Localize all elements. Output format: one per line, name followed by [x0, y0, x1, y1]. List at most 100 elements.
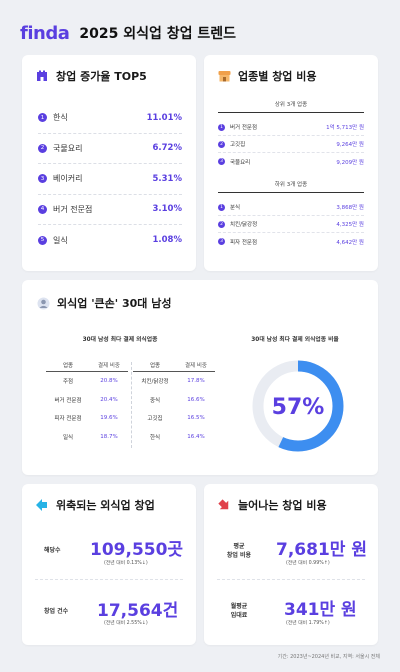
rank-badge: 3 [218, 238, 225, 245]
shrink-title-text: 위축되는 외식업 창업 [56, 499, 155, 512]
cell-value: 16.6% [187, 396, 205, 403]
list-item: 1 한식 11.01% [38, 103, 182, 134]
rank-badge: 2 [218, 220, 225, 228]
cell-name: 주점 [62, 379, 74, 386]
cell-value: 20.4% [100, 396, 118, 403]
list-item: 1 분식 3,868만 원 [218, 199, 364, 216]
shrink-card-title: 위축되는 외식업 창업 [35, 497, 155, 513]
top5-card: 창업 증가율 TOP5 1 한식 11.01% 2 국물요리 6.72% 3 베이커리 5.… [22, 55, 196, 271]
table-row: 일식 18.7% [46, 428, 128, 447]
stat-note: (전년 대비 1.79%↑) [286, 621, 330, 626]
cell-value: 19.6% [100, 415, 118, 422]
stat-label: 해당수 [44, 547, 61, 554]
top5-card-title: 창업 증가율 TOP5 [35, 68, 147, 84]
item-name: 일식 [53, 235, 68, 245]
stat-value: 341만 원 [284, 600, 357, 620]
item-name: 고깃집 [230, 142, 246, 148]
cost-card-title: 업종별 창업 비용 [217, 68, 317, 84]
list-item: 3 국물요리 9,209만 원 [218, 153, 364, 170]
item-name: 국물요리 [230, 159, 251, 166]
stat-note: (전년 대비 0.99%↑) [286, 561, 330, 566]
arrow-down-left-icon [35, 498, 49, 512]
col-type: 업종 [62, 362, 74, 369]
men30-title-text: 외식업 '큰손' 30대 남성 [57, 297, 172, 310]
item-value: 4,325만 원 [336, 222, 364, 228]
top5-list: 1 한식 11.01% 2 국물요리 6.72% 3 베이커리 5.31% 4 버거 전문점 3… [38, 103, 182, 256]
cell-name: 버거 전문점 [54, 397, 82, 404]
cell-value: 16.4% [187, 433, 205, 440]
stat-value: 7,681만 원 [276, 540, 367, 560]
cell-name: 일식 [62, 434, 74, 441]
list-item: 5 일식 1.08% [38, 225, 182, 256]
stat-label-line2: 창업 비용 [226, 552, 252, 559]
cell-value: 16.5% [187, 415, 205, 422]
table-divider [131, 362, 132, 448]
item-value: 1억 5,713만 원 [326, 125, 364, 131]
table-row: 치킨/닭강정 17.8% [133, 372, 215, 391]
grow-card: 늘어나는 창업 비용 평균 창업 비용 7,681만 원 (전년 대비 0.99… [204, 484, 378, 645]
arrow-up-right-icon [217, 498, 231, 512]
stat-divider [217, 579, 365, 580]
grow-card-title: 늘어나는 창업 비용 [217, 497, 327, 513]
grow-title-text: 늘어나는 창업 비용 [238, 499, 327, 512]
men30-table-right: 업종 결제 비중 치킨/닭강정 17.8% 중식 16.6% 고깃집 16.5% 한식 1… [133, 358, 215, 446]
men30-table-left: 업종 결제 비중 주점 20.8% 버거 전문점 20.4% 피자 전문점 19.6% … [46, 358, 128, 446]
bottom3-label: 하위 3개 업종 [218, 180, 364, 193]
stat-label: 월평균 임대료 [224, 601, 254, 619]
cell-name: 치킨/닭강정 [141, 379, 169, 386]
cost-title-text: 업종별 창업 비용 [238, 70, 317, 83]
cell-name: 중식 [149, 397, 161, 404]
stat-note: (전년 대비 2.55%↓) [104, 621, 148, 626]
item-value: 5.31% [152, 173, 183, 184]
cell-name: 피자 전문점 [54, 416, 82, 423]
rank-badge: 4 [38, 204, 47, 214]
list-item: 3 베이커리 5.31% [38, 164, 182, 195]
rank-badge: 5 [38, 235, 47, 245]
item-name: 한식 [53, 113, 68, 123]
men30-donut-title: 30대 남성 최다 결제 외식업종 비율 [251, 337, 339, 343]
building-icon [35, 69, 49, 83]
shrink-card: 위축되는 외식업 창업 해당수 109,550곳 (전년 대비 0.13%↓) … [22, 484, 196, 645]
stat-label-line1: 평균 [233, 543, 245, 550]
finda-logo: finda [20, 22, 70, 44]
item-value: 3,868만 원 [336, 205, 364, 211]
stat-label: 창업 건수 [44, 608, 69, 615]
list-item: 1 버거 전문점 1억 5,713만 원 [218, 119, 364, 136]
item-value: 1.08% [152, 235, 183, 246]
col-ratio: 결제 비중 [98, 362, 120, 369]
men30-card-title: 외식업 '큰손' 30대 남성 [36, 295, 172, 311]
list-item: 2 치킨/닭강정 4,325만 원 [218, 216, 364, 233]
stat-label: 평균 창업 비용 [224, 541, 254, 559]
rank-badge: 1 [38, 113, 47, 123]
top5-title-text: 창업 증가율 TOP5 [56, 70, 147, 83]
item-value: 3.10% [152, 204, 183, 215]
item-name: 버거 전문점 [230, 125, 258, 131]
table-row: 피자 전문점 19.6% [46, 409, 128, 428]
table-row: 버거 전문점 20.4% [46, 391, 128, 410]
list-item: 2 고깃집 9,264만 원 [218, 136, 364, 153]
col-type: 업종 [149, 362, 161, 369]
item-value: 11.01% [146, 112, 182, 123]
footer-note: 기간: 2023년~2024년 비교, 지역: 서울시 전체 [277, 654, 380, 660]
top3-label: 상위 3개 업종 [218, 100, 364, 113]
stat-note: (전년 대비 0.13%↓) [104, 561, 148, 566]
table-row: 중식 16.6% [133, 391, 215, 410]
men30-table-title: 30대 남성 최다 결제 외식업종 [82, 337, 158, 343]
cell-value: 18.7% [100, 433, 118, 440]
table-header: 업종 결제 비중 [133, 358, 215, 372]
table-row: 고깃집 16.5% [133, 409, 215, 428]
person-icon [36, 296, 50, 310]
item-value: 9,264만 원 [336, 142, 364, 148]
item-name: 국물요리 [53, 143, 83, 153]
store-icon [217, 69, 231, 83]
top3-list: 1 버거 전문점 1억 5,713만 원 2 고깃집 9,264만 원 3 국물요리 9,2… [218, 119, 364, 170]
stat-label-line2: 임대료 [230, 612, 248, 619]
table-row: 한식 16.4% [133, 428, 215, 447]
bottom3-list: 1 분식 3,868만 원 2 치킨/닭강정 4,325만 원 3 피자 전문점 4,642… [218, 199, 364, 250]
list-item: 3 피자 전문점 4,642만 원 [218, 233, 364, 250]
item-name: 버거 전문점 [53, 204, 93, 214]
cell-value: 20.8% [100, 378, 118, 385]
item-value: 9,209만 원 [336, 159, 364, 166]
cell-name: 한식 [149, 434, 161, 441]
